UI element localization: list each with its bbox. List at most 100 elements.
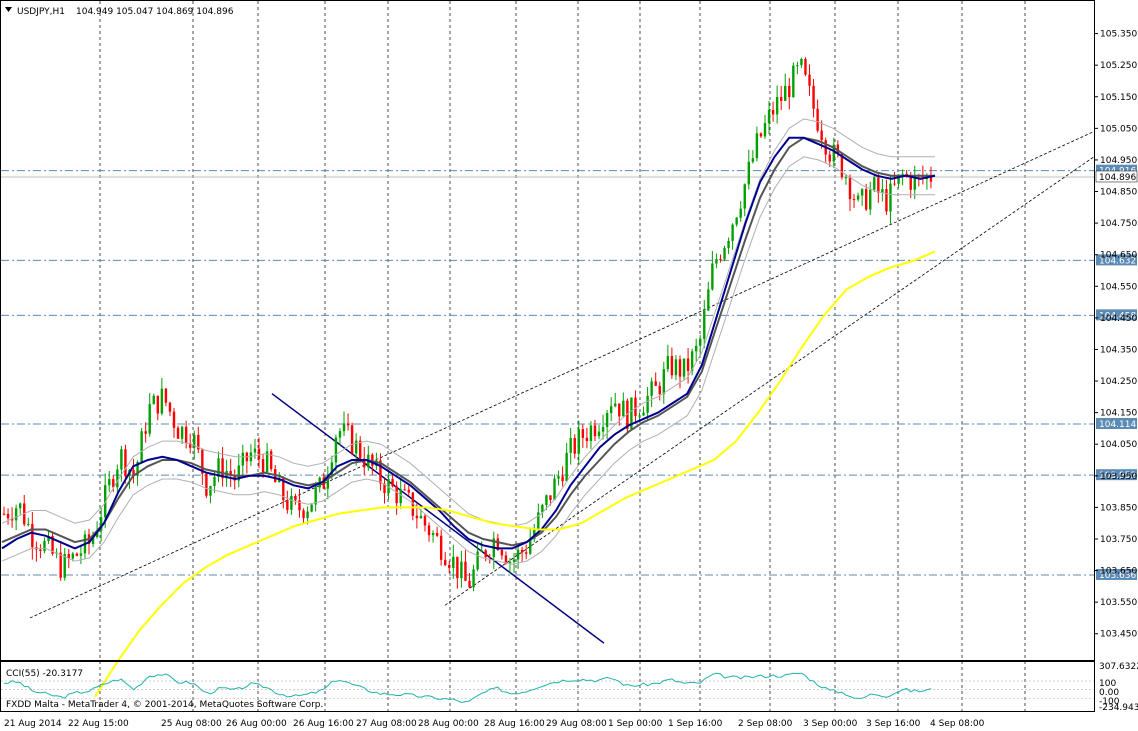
triangle-down-icon[interactable] xyxy=(5,7,12,12)
candle-body xyxy=(403,489,406,491)
candle-body xyxy=(448,565,451,568)
candle-body xyxy=(848,177,852,200)
candle-body xyxy=(229,471,232,476)
candle-body xyxy=(164,388,168,403)
candle-body xyxy=(2,513,6,515)
price-tick-label: 104.850 xyxy=(1100,188,1137,198)
candle-body xyxy=(893,183,896,185)
price-tick-label: 105.050 xyxy=(1100,124,1137,134)
candle-body xyxy=(618,403,621,417)
candle-body xyxy=(666,356,670,370)
candle-body xyxy=(779,96,783,101)
time-tick-label: 27 Aug 08:00 xyxy=(356,719,417,729)
candle-body xyxy=(873,177,876,190)
candle-body xyxy=(751,158,755,162)
price-tick-label: 103.450 xyxy=(1100,630,1137,640)
candle-body xyxy=(456,556,459,579)
candle-body xyxy=(771,110,775,115)
candle-body xyxy=(869,189,872,210)
candle-body xyxy=(496,538,500,550)
candle-body xyxy=(707,289,710,311)
price-tick-label: 104.950 xyxy=(1100,156,1137,166)
candle-body xyxy=(577,429,580,454)
candle-body xyxy=(654,381,657,386)
candle-body xyxy=(302,510,305,519)
candle-body xyxy=(67,554,70,559)
candle-body xyxy=(877,177,880,193)
candle-body xyxy=(51,536,54,554)
level-price-tag xyxy=(1096,254,1137,266)
time-tick-label: 26 Aug 00:00 xyxy=(226,719,287,729)
price-axis: 105.350 105.250 105.150 105.050 104.950 104.8… xyxy=(1094,30,1137,640)
candle-body xyxy=(723,247,726,260)
candle-body xyxy=(253,448,257,453)
lower-channel-line xyxy=(444,156,1095,606)
candle-body xyxy=(792,65,795,98)
candle-body xyxy=(856,195,860,200)
indicator-panel-frame xyxy=(0,661,1095,712)
candle-body xyxy=(460,561,463,579)
candle-body xyxy=(557,476,560,479)
candle-body xyxy=(719,259,722,261)
candle-body xyxy=(201,449,204,474)
candle-body xyxy=(731,224,734,241)
candle-body xyxy=(593,425,597,437)
candle-body xyxy=(711,263,714,290)
candle-body xyxy=(545,495,548,505)
candle-body xyxy=(626,400,629,429)
candle-body xyxy=(913,175,916,190)
candle-body xyxy=(31,523,34,548)
level-price-label: 103.636 xyxy=(1099,571,1136,581)
candle-body xyxy=(310,504,313,512)
watermark-text: FXDD Malta - MetaTrader 4, © 2001-2014, … xyxy=(6,700,323,710)
candle-body xyxy=(241,452,245,466)
ma-fast-line xyxy=(1,136,936,550)
candle-body xyxy=(690,351,694,371)
candle-body xyxy=(860,189,864,196)
candle-body xyxy=(63,554,66,578)
candle-body xyxy=(14,508,18,521)
candle-body xyxy=(423,515,427,526)
cci-line xyxy=(3,672,932,704)
candle-body xyxy=(91,536,95,544)
candle-body xyxy=(294,495,297,501)
time-tick-label: 3 Sep 00:00 xyxy=(803,719,858,729)
candle-body xyxy=(804,58,807,75)
candle-body xyxy=(504,555,508,564)
candle-body xyxy=(881,189,884,193)
candle-body xyxy=(189,443,192,448)
candle-body xyxy=(354,440,358,454)
candle-body xyxy=(221,458,224,479)
level-price-tag xyxy=(1096,164,1137,176)
candle-body xyxy=(569,438,572,453)
downtrend-line xyxy=(271,393,605,644)
price-tick-label: 103.550 xyxy=(1100,598,1137,608)
trendlines[interactable] xyxy=(29,131,1095,644)
price-tick-label: 104.450 xyxy=(1100,314,1137,324)
candle-body xyxy=(209,486,212,496)
candle-body xyxy=(480,550,483,552)
candle-body xyxy=(112,479,115,488)
candle-body xyxy=(864,189,868,210)
candle-body xyxy=(605,413,609,428)
candle-body xyxy=(359,440,362,459)
candle-body xyxy=(585,437,589,442)
time-tick-label: 26 Aug 16:00 xyxy=(293,719,354,729)
candle-body xyxy=(184,426,188,444)
main-panel-frame xyxy=(0,0,1095,661)
candle-body xyxy=(136,461,139,476)
candle-body xyxy=(217,458,220,477)
candle-body xyxy=(686,358,690,371)
candle-body xyxy=(597,431,601,437)
candle-body xyxy=(516,549,520,560)
candle-body xyxy=(812,85,815,109)
candle-body xyxy=(39,549,42,552)
candle-body xyxy=(658,385,661,395)
level-price-label: 104.632 xyxy=(1099,256,1136,266)
cci-tick-label: -100 xyxy=(1099,697,1120,707)
candle-body xyxy=(589,425,593,442)
candle-body xyxy=(265,451,269,473)
